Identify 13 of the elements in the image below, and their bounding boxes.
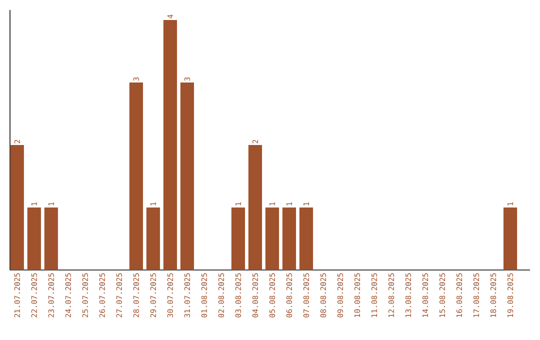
bar [282,208,296,270]
bar [44,208,58,270]
bar [503,208,518,270]
bar [10,145,24,270]
bar [180,82,194,270]
bar [129,82,143,270]
bar [163,20,177,270]
bar [265,208,280,270]
bar [248,145,262,270]
bar [231,208,246,270]
bar [146,208,160,270]
bar [27,208,41,270]
bar [299,208,314,270]
